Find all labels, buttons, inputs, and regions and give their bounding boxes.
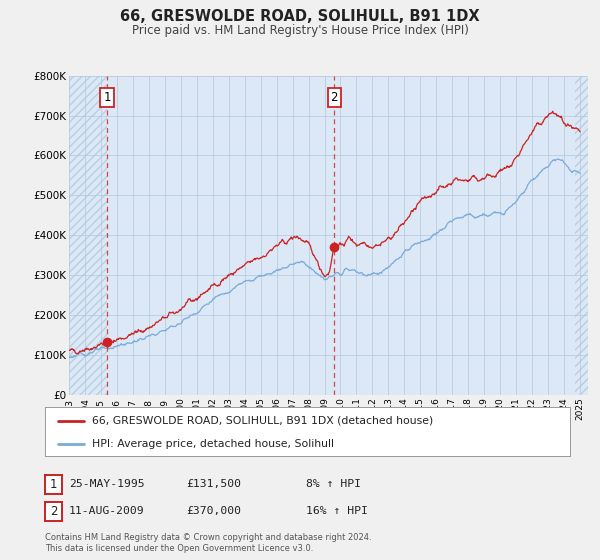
Text: 16% ↑ HPI: 16% ↑ HPI (306, 506, 368, 516)
Text: 2: 2 (331, 91, 338, 105)
Bar (69, 76, 107, 395)
Text: Price paid vs. HM Land Registry's House Price Index (HPI): Price paid vs. HM Land Registry's House … (131, 24, 469, 36)
Text: 66, GRESWOLDE ROAD, SOLIHULL, B91 1DX (detached house): 66, GRESWOLDE ROAD, SOLIHULL, B91 1DX (d… (92, 416, 433, 426)
Text: 2: 2 (50, 505, 57, 518)
Bar (575, 76, 588, 395)
Text: £370,000: £370,000 (186, 506, 241, 516)
Text: 25-MAY-1995: 25-MAY-1995 (69, 479, 145, 489)
Text: 1: 1 (103, 91, 111, 105)
Text: 11-AUG-2009: 11-AUG-2009 (69, 506, 145, 516)
Text: Contains HM Land Registry data © Crown copyright and database right 2024.: Contains HM Land Registry data © Crown c… (45, 533, 371, 542)
Text: £131,500: £131,500 (186, 479, 241, 489)
Text: 66, GRESWOLDE ROAD, SOLIHULL, B91 1DX: 66, GRESWOLDE ROAD, SOLIHULL, B91 1DX (120, 9, 480, 24)
Text: This data is licensed under the Open Government Licence v3.0.: This data is licensed under the Open Gov… (45, 544, 313, 553)
Text: HPI: Average price, detached house, Solihull: HPI: Average price, detached house, Soli… (92, 439, 334, 449)
Text: 8% ↑ HPI: 8% ↑ HPI (306, 479, 361, 489)
Text: 1: 1 (50, 478, 57, 491)
